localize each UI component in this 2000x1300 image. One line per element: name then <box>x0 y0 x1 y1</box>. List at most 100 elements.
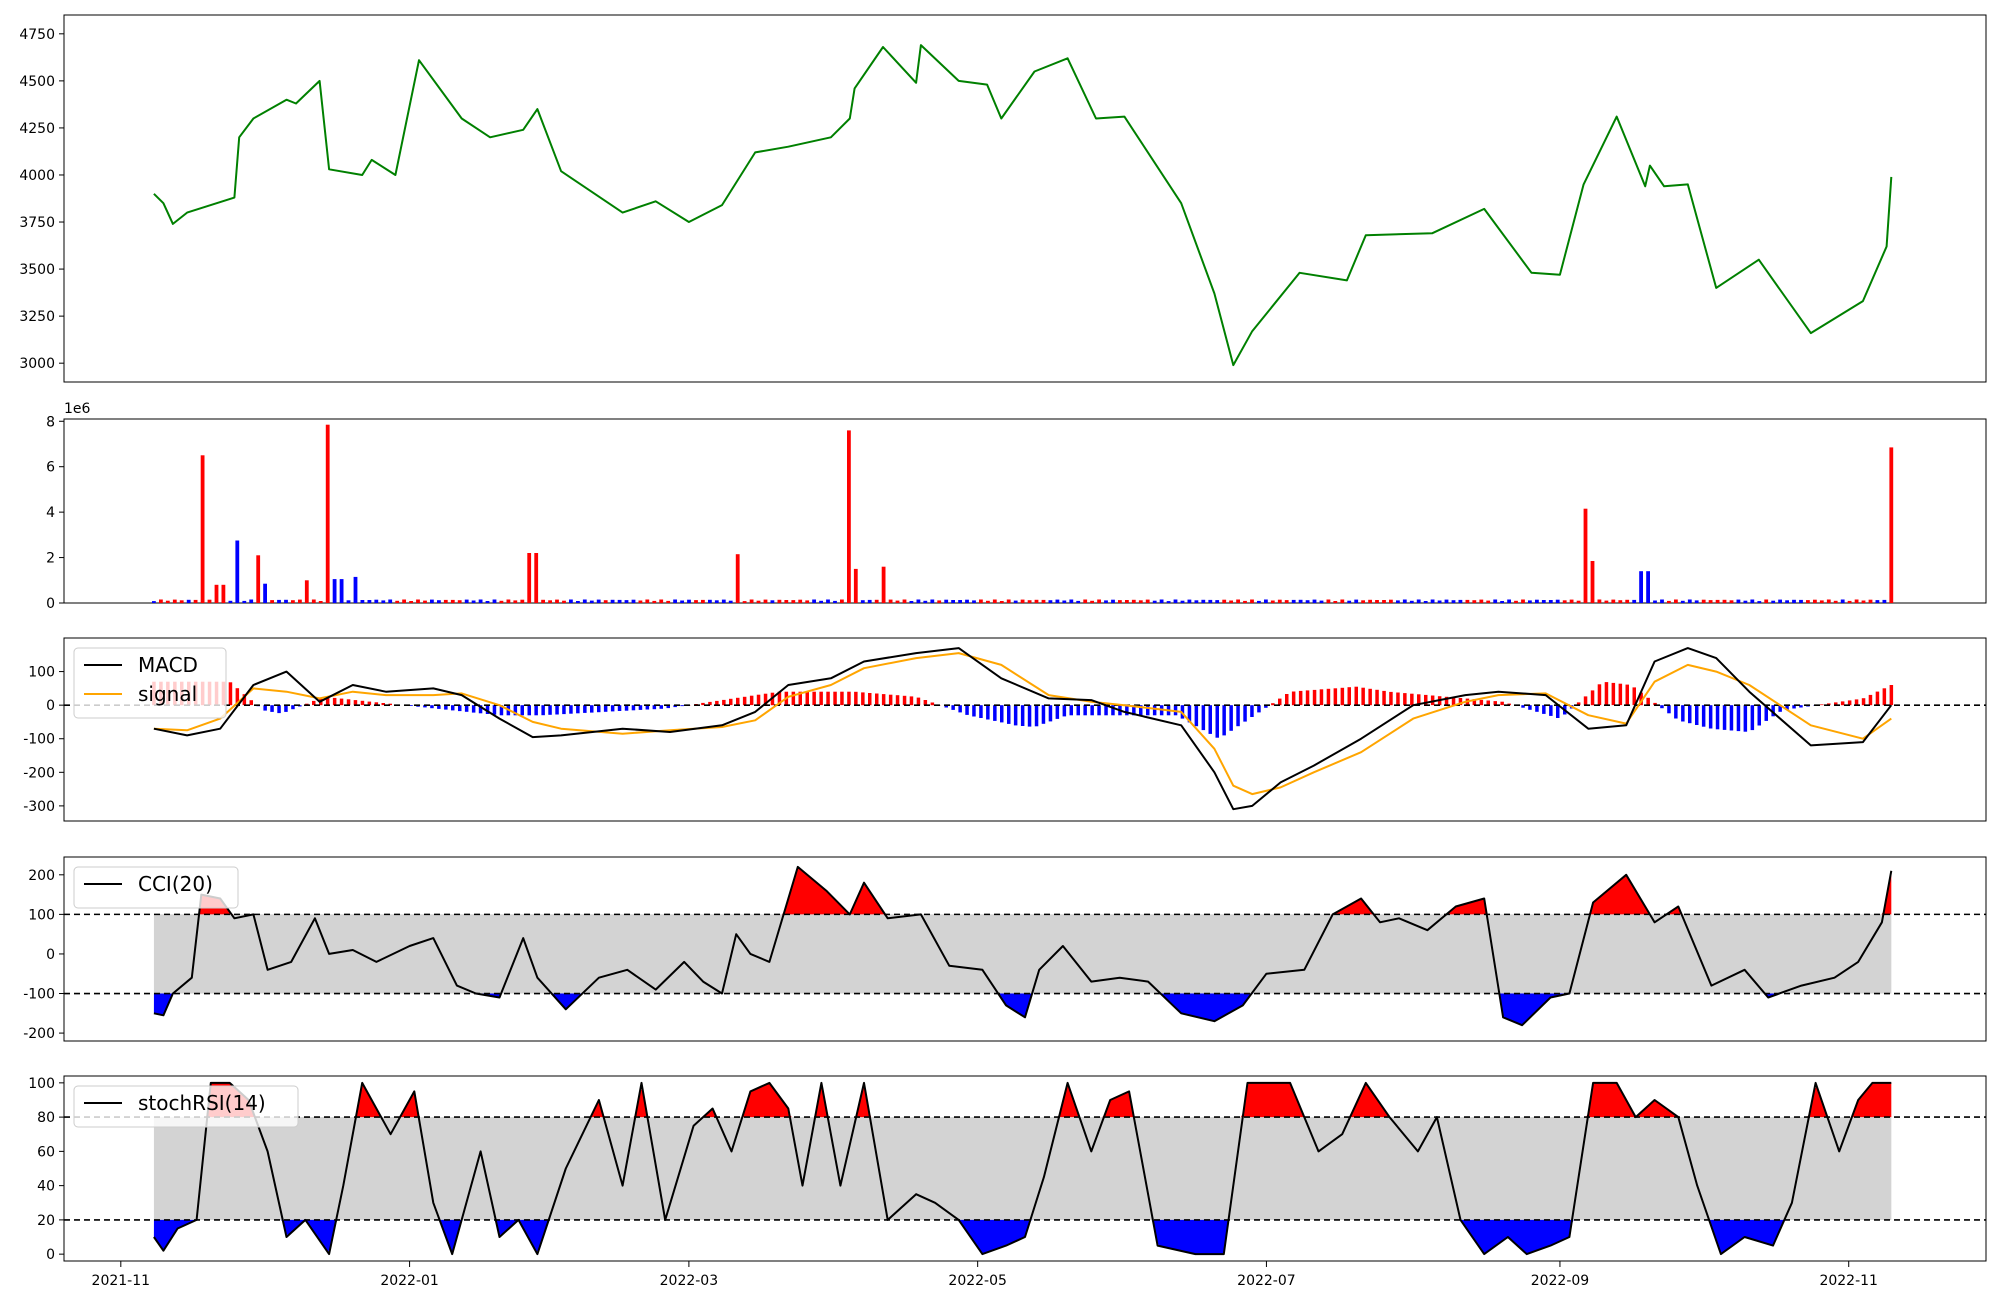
cci-ytick-label: -100 <box>23 987 55 1003</box>
macd-histogram-bar <box>374 702 379 706</box>
volume-bar <box>1826 599 1831 603</box>
macd-histogram-bar <box>1333 688 1338 706</box>
volume-bar <box>923 600 928 603</box>
macd-histogram-bar <box>958 705 962 713</box>
macd-histogram-bar <box>1048 705 1053 722</box>
macd-histogram-bar <box>1076 705 1080 716</box>
macd-histogram-bar <box>1701 705 1706 727</box>
volume-bar <box>1813 599 1817 603</box>
cci-legend-label: CCI(20) <box>138 872 213 896</box>
volume-bar <box>235 540 240 603</box>
volume-bar <box>159 599 163 603</box>
macd-histogram-bar <box>833 691 837 706</box>
macd-histogram-bar <box>562 705 566 715</box>
volume-bar <box>1208 599 1213 603</box>
volume-bar <box>1847 600 1852 603</box>
volume-panel-frame <box>63 418 1987 604</box>
macd-histogram-bar <box>1104 705 1108 716</box>
macd-histogram-bar <box>583 705 587 713</box>
volume-bar <box>1792 599 1796 603</box>
macd-histogram-bar <box>597 705 601 713</box>
macd-histogram-bar <box>610 705 615 712</box>
volume-bar <box>284 599 288 603</box>
macd-histogram-bar <box>1312 689 1317 706</box>
macd-histogram-bar <box>1013 705 1018 726</box>
volume-bar <box>221 584 226 603</box>
macd-histogram-bar <box>840 691 844 706</box>
macd-histogram-bar <box>1556 705 1560 718</box>
volume-bar <box>756 600 761 603</box>
volume-bar <box>318 601 323 603</box>
macd-histogram-bar <box>1681 705 1685 722</box>
volume-bar <box>1597 599 1602 603</box>
macd-histogram-bar <box>1854 699 1859 706</box>
macd-histogram-bar <box>325 697 330 706</box>
volume-bar <box>1312 599 1317 603</box>
macd-histogram-bar <box>1194 705 1199 727</box>
volume-bar <box>1799 599 1803 603</box>
volume-bar <box>1291 599 1296 603</box>
volume-bar <box>513 600 518 603</box>
volume-bar <box>798 599 803 603</box>
cci-legend-box <box>73 866 239 909</box>
macd-histogram-bar <box>1611 682 1616 706</box>
macd-histogram-bar <box>1285 694 1289 706</box>
macd-histogram-bar <box>826 691 830 706</box>
macd-histogram-bar <box>1820 704 1824 706</box>
volume-bar <box>353 576 358 603</box>
macd-histogram-bar <box>756 694 761 706</box>
volume-bar <box>576 601 580 603</box>
volume-bar <box>1708 600 1713 603</box>
volume-bar <box>1277 599 1282 603</box>
macd-histogram-bar <box>624 705 629 711</box>
macd-histogram-bar <box>1736 705 1741 732</box>
volume-bar <box>492 599 497 603</box>
volume-bar <box>1138 600 1143 603</box>
macd-histogram-bar <box>1472 699 1477 706</box>
volume-bar <box>749 599 754 603</box>
volume-bar <box>999 601 1004 603</box>
macd-histogram-bar <box>1062 705 1067 717</box>
volume-bar <box>1097 599 1101 603</box>
stochrsi-legend-label: stochRSI(14) <box>138 1091 266 1115</box>
volume-bar <box>1514 600 1518 603</box>
volume-bar <box>1013 600 1018 603</box>
volume-bar <box>673 599 677 603</box>
macd-histogram-bar <box>228 682 233 706</box>
volume-bar <box>402 599 406 603</box>
macd-histogram-bar <box>1326 688 1331 706</box>
macd-histogram-bar <box>409 705 413 706</box>
cci-ytick-label: 100 <box>28 907 55 923</box>
volume-bar <box>1187 599 1192 603</box>
macd-histogram-bar <box>1743 705 1748 732</box>
volume-bar <box>735 554 740 603</box>
stochrsi-line <box>153 1081 1892 1256</box>
volume-bar <box>1583 508 1588 603</box>
volume-bar <box>1048 600 1053 603</box>
macd-histogram-bar <box>666 705 670 709</box>
volume-bar <box>200 455 205 603</box>
macd-histogram-bar <box>701 702 705 706</box>
volume-bar <box>582 599 587 603</box>
volume-bar <box>298 599 302 603</box>
macd-histogram-bar <box>1542 705 1546 714</box>
macd-histogram-bar <box>548 705 552 715</box>
volume-bar <box>617 599 622 603</box>
macd-histogram-bar <box>1889 685 1894 706</box>
volume-bar <box>1264 599 1268 603</box>
macd-histogram-bar <box>1792 705 1796 709</box>
macd-histogram-bar <box>270 705 274 712</box>
macd-histogram-bar <box>854 691 858 706</box>
macd-histogram-bar <box>1424 694 1428 706</box>
macd-histogram-bar <box>1354 686 1358 706</box>
macd-histogram-bar <box>471 705 476 713</box>
volume-bar <box>805 600 810 603</box>
volume-bar <box>1145 599 1150 603</box>
macd-histogram-bar <box>339 698 344 706</box>
volume-bar <box>1743 600 1748 603</box>
volume-ytick-label: 2 <box>46 551 55 567</box>
macd-histogram-bar <box>381 703 385 706</box>
macd-histogram-bar <box>1083 705 1087 716</box>
volume-bar <box>430 599 434 603</box>
